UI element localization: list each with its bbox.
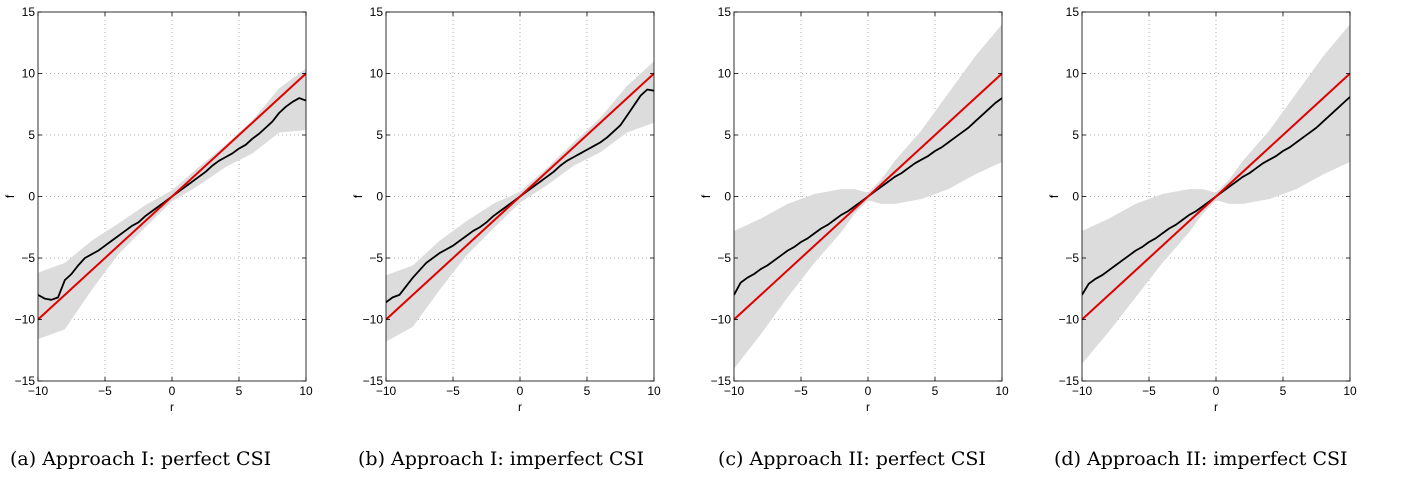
data-layer-b [386,61,654,342]
ytick-label-b-6: 15 [370,5,384,19]
xlabel-a: r [170,400,174,414]
ytick-label-d-6: 15 [1066,5,1080,19]
ytick-label-c-6: 15 [718,5,732,19]
ytick-label-b-5: 10 [370,67,384,81]
xtick-label-d-4: 10 [1343,384,1357,398]
ylabel-a: f [3,194,17,198]
data-layer-d [1082,24,1350,364]
ytick-label-c-2: −5 [717,251,731,265]
ytick-label-b-2: −5 [369,251,383,265]
xtick-label-d-2: 0 [1213,384,1220,398]
xlabel-d: r [1214,400,1218,414]
ytick-label-d-0: −15 [1059,374,1080,388]
ytick-label-c-3: 0 [724,190,731,204]
caption-d: (d) Approach II: imperfect CSI [1054,448,1348,470]
ylabel-b: f [351,194,365,198]
xtick-label-d-1: −5 [1142,384,1156,398]
ytick-label-d-3: 0 [1072,190,1079,204]
ytick-label-a-6: 15 [22,5,36,19]
ytick-label-d-2: −5 [1065,251,1079,265]
xtick-label-a-2: 0 [169,384,176,398]
xlabel-c: r [866,400,870,414]
ytick-label-a-0: −15 [15,374,36,388]
ylabel-c: f [699,194,713,198]
ytick-label-a-5: 10 [22,67,36,81]
xtick-label-a-1: −5 [98,384,112,398]
caption-b: (b) Approach I: imperfect CSI [358,448,645,470]
ylabel-d: f [1047,194,1061,198]
xtick-label-c-1: −5 [794,384,808,398]
ideal-line-b [386,72,654,321]
ytick-label-c-0: −15 [711,374,732,388]
xtick-label-a-0: −10 [28,384,49,398]
ytick-label-b-4: 5 [376,128,383,142]
xtick-label-b-1: −5 [446,384,460,398]
ytick-label-a-4: 5 [28,128,35,142]
ytick-label-d-1: −10 [1059,313,1080,327]
ytick-label-b-1: −10 [363,313,384,327]
xlabel-b: r [518,400,522,414]
ideal-line-c [734,72,1002,321]
band-area-b [386,61,654,342]
xtick-label-c-4: 10 [995,384,1009,398]
xtick-label-b-2: 0 [517,384,524,398]
xtick-label-d-0: −10 [1072,384,1093,398]
caption-c: (c) Approach II: perfect CSI [718,448,986,470]
ytick-label-a-2: −5 [21,251,35,265]
ideal-line-a [38,72,306,321]
xtick-label-b-4: 10 [647,384,661,398]
ytick-label-a-3: 0 [28,190,35,204]
ytick-label-b-3: 0 [376,190,383,204]
ytick-label-d-4: 5 [1072,128,1079,142]
ytick-label-b-0: −15 [363,374,384,388]
ytick-label-c-4: 5 [724,128,731,142]
xtick-label-b-0: −10 [376,384,397,398]
data-layer-c [734,24,1002,369]
band-area-d [1082,24,1350,364]
ideal-line-d [1082,72,1350,321]
xtick-label-c-0: −10 [724,384,745,398]
ytick-label-c-5: 10 [718,67,732,81]
ytick-label-c-1: −10 [711,313,732,327]
xtick-label-a-4: 10 [299,384,313,398]
xtick-label-b-3: 5 [584,384,591,398]
xtick-label-c-2: 0 [865,384,872,398]
xtick-label-a-3: 5 [236,384,243,398]
data-layer-a [38,68,306,340]
xtick-label-c-3: 5 [932,384,939,398]
ytick-label-a-1: −10 [15,313,36,327]
xtick-label-d-3: 5 [1280,384,1287,398]
caption-a: (a) Approach I: perfect CSI [10,448,272,470]
ytick-label-d-5: 10 [1066,67,1080,81]
